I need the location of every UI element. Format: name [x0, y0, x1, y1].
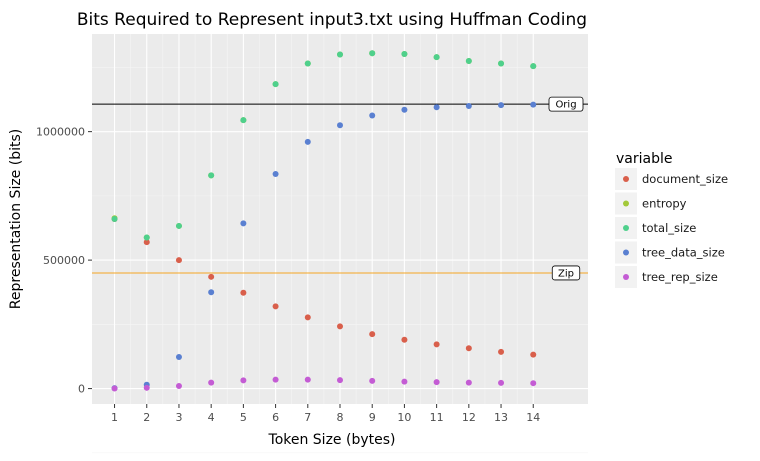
point-document-size: [175, 257, 182, 264]
x-tick-label: 8: [337, 411, 344, 424]
y-axis-ticks: 0 500000 1000000: [36, 126, 92, 396]
point-document-size: [240, 289, 247, 296]
x-tick-label: 4: [208, 411, 215, 424]
point-document-size: [530, 351, 537, 358]
legend-key-document-size: [623, 176, 629, 182]
ref-label-box-orig: [548, 96, 584, 112]
point-tree-data-size: [530, 101, 537, 108]
point-tree-data-size: [465, 102, 472, 109]
x-tick-label: 7: [304, 411, 311, 424]
x-tick-label: 5: [240, 411, 247, 424]
legend-key-tree-rep-size: [623, 274, 629, 280]
point-tree-rep-size: [304, 376, 311, 383]
point-tree-data-size: [304, 138, 311, 145]
legend-label-entropy: entropy: [642, 197, 687, 211]
y-tick-label: 1000000: [36, 126, 85, 139]
data-points: [111, 50, 537, 392]
x-tick-label: 11: [430, 411, 444, 424]
ref-label-box-zip: [551, 265, 581, 281]
point-tree-data-size: [272, 171, 279, 178]
point-tree-data-size: [433, 104, 440, 111]
x-tick-label: 2: [143, 411, 150, 424]
point-tree-rep-size: [240, 377, 247, 384]
x-tick-label: 6: [272, 411, 279, 424]
point-total-size: [401, 51, 408, 58]
chart-title: Bits Required to Represent input3.txt us…: [77, 10, 587, 30]
x-tick-label: 12: [462, 411, 476, 424]
point-total-size: [175, 222, 182, 229]
point-tree-rep-size: [530, 380, 537, 387]
point-total-size: [337, 51, 343, 58]
point-total-size: [304, 60, 311, 67]
x-tick-label: 3: [175, 411, 182, 424]
point-total-size: [498, 60, 505, 67]
x-tick-label: 13: [494, 411, 508, 424]
point-tree-rep-size: [175, 383, 182, 390]
point-document-size: [208, 273, 215, 280]
x-tick-label: 1: [111, 411, 118, 424]
point-tree-rep-size: [465, 379, 472, 386]
reference-lines: [92, 103, 588, 274]
point-total-size: [272, 81, 279, 88]
point-document-size: [465, 345, 472, 352]
point-document-size: [337, 323, 343, 330]
point-tree-rep-size: [401, 378, 408, 385]
point-tree-data-size: [401, 106, 408, 113]
point-document-size: [272, 303, 279, 310]
x-tick-label: 9: [369, 411, 376, 424]
point-tree-data-size: [369, 112, 376, 119]
y-tick-label: 500000: [43, 254, 85, 267]
legend-key-entropy: [623, 200, 629, 207]
point-tree-data-size: [240, 220, 247, 227]
x-axis-label: Token Size (bytes): [268, 432, 396, 448]
point-document-size: [304, 314, 311, 321]
point-tree-rep-size: [111, 385, 118, 392]
reference-labels: Orig Zip: [548, 96, 584, 281]
ref-label-zip: Zip: [558, 268, 574, 279]
point-tree-rep-size: [369, 377, 376, 384]
point-document-size: [433, 341, 440, 348]
point-document-size: [143, 239, 150, 246]
point-total-size: [369, 50, 376, 57]
point-document-size: [369, 331, 376, 338]
point-tree-rep-size: [143, 384, 150, 391]
point-total-size: [465, 57, 472, 64]
point-tree-rep-size: [337, 377, 343, 384]
point-total-size: [143, 234, 150, 241]
point-tree-data-size: [208, 289, 215, 296]
legend-label-total-size: total_size: [642, 221, 696, 235]
point-total-size: [433, 54, 440, 61]
point-document-size: [498, 348, 505, 355]
point-tree-data-size: [498, 102, 505, 109]
legend-label-tree-data-size: tree_data_size: [642, 246, 725, 260]
legend-key-tree-data-size: [623, 249, 629, 256]
y-tick-label: 0: [78, 383, 85, 396]
legend-label-document-size: document_size: [642, 172, 728, 186]
point-tree-rep-size: [498, 379, 505, 386]
y-axis-label: Representation Size (bits): [8, 129, 24, 309]
x-tick-label: 14: [526, 411, 540, 424]
legend-title: variable: [616, 151, 672, 167]
point-tree-data-size: [175, 353, 182, 360]
ref-label-orig: Orig: [555, 100, 576, 111]
point-total-size: [240, 117, 247, 124]
legend-key-total-size: [623, 225, 629, 231]
point-document-size: [401, 336, 408, 343]
point-tree-rep-size: [433, 379, 440, 386]
point-total-size: [208, 172, 215, 179]
point-total-size: [111, 216, 118, 222]
x-tick-label: 10: [397, 411, 411, 424]
point-tree-rep-size: [208, 379, 215, 386]
legend-label-tree-rep-size: tree_rep_size: [642, 270, 718, 284]
point-tree-rep-size: [272, 376, 279, 383]
x-axis-ticks: 1 2 3 4 5 6 7 8 9 10 11 12 13 14: [111, 404, 540, 424]
point-tree-data-size: [337, 122, 343, 129]
point-total-size: [530, 63, 537, 70]
